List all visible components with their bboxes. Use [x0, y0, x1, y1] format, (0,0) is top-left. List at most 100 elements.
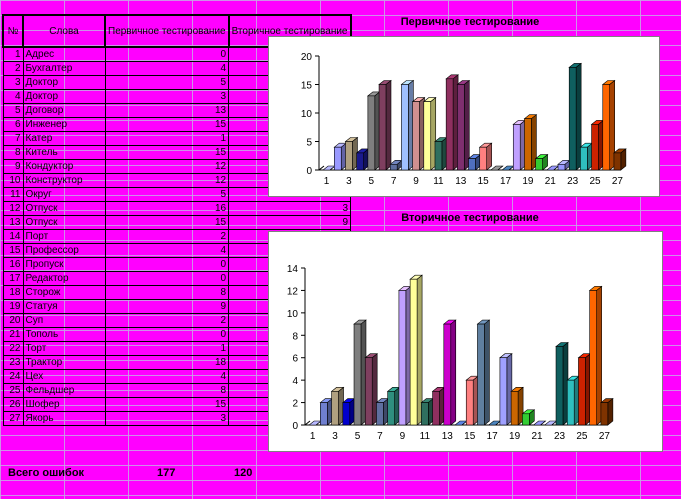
- row-primary[interactable]: 5: [104, 75, 230, 90]
- chart2-area[interactable]: 0 2 4 6 8 10 12 14 1 3 5 7 9 11 13 15 17 19 21 23 25 27: [268, 231, 663, 452]
- totals-primary[interactable]: 177: [157, 467, 176, 479]
- row-word[interactable]: Доктор: [22, 75, 106, 90]
- x-tick-label: 25: [589, 176, 601, 187]
- row-primary[interactable]: 8: [104, 285, 230, 300]
- row-word[interactable]: Тополь: [22, 327, 106, 342]
- row-num[interactable]: 17: [2, 271, 24, 286]
- row-num[interactable]: 8: [2, 145, 24, 160]
- row-primary[interactable]: 3: [104, 411, 230, 426]
- row-word[interactable]: Отпуск: [22, 215, 106, 230]
- bar-top: [322, 165, 336, 171]
- row-word[interactable]: Трактор: [22, 355, 106, 370]
- row-primary[interactable]: 15: [104, 397, 230, 412]
- row-num[interactable]: 25: [2, 383, 24, 398]
- row-word[interactable]: Цех: [22, 369, 106, 384]
- row-word[interactable]: Китель: [22, 145, 106, 160]
- row-num[interactable]: 12: [2, 201, 24, 216]
- row-primary[interactable]: 0: [104, 46, 230, 62]
- x-tick-label: 5: [369, 176, 375, 187]
- row-word[interactable]: Пропуск: [22, 257, 106, 272]
- row-word[interactable]: Катер: [22, 131, 106, 146]
- chart1-area[interactable]: 0 5 10 15 20 1 3 5 7 9 11 13 15 17 19 21 23 25 27: [268, 36, 660, 197]
- row-word[interactable]: Торт: [22, 341, 106, 356]
- row-primary[interactable]: 4: [104, 369, 230, 384]
- row-num[interactable]: 2: [2, 61, 24, 76]
- y-tick-label: 2: [292, 399, 298, 410]
- header-primary[interactable]: Первичное тестирование: [104, 14, 230, 48]
- row-primary[interactable]: 3: [104, 89, 230, 104]
- row-num[interactable]: 6: [2, 117, 24, 132]
- row-word[interactable]: Якорь: [22, 411, 106, 426]
- y-tick-label: 5: [306, 138, 312, 149]
- row-primary[interactable]: 18: [104, 355, 230, 370]
- row-num[interactable]: 3: [2, 75, 24, 90]
- row-word[interactable]: Бухгалтер: [22, 61, 106, 76]
- row-word[interactable]: Округ: [22, 187, 106, 202]
- row-word[interactable]: Профессор: [22, 243, 106, 258]
- totals-secondary[interactable]: 120: [234, 467, 253, 479]
- row-primary[interactable]: 0: [104, 327, 230, 342]
- row-primary[interactable]: 4: [104, 61, 230, 76]
- row-num[interactable]: 16: [2, 257, 24, 272]
- row-word[interactable]: Доктор: [22, 89, 106, 104]
- row-primary[interactable]: 12: [104, 159, 230, 174]
- row-num[interactable]: 7: [2, 131, 24, 146]
- row-num[interactable]: 27: [2, 411, 24, 426]
- header-word[interactable]: Слова: [22, 14, 106, 48]
- row-primary[interactable]: 13: [104, 103, 230, 118]
- row-num[interactable]: 15: [2, 243, 24, 258]
- row-num[interactable]: 4: [2, 89, 24, 104]
- row-word[interactable]: Договор: [22, 103, 106, 118]
- row-primary[interactable]: 1: [104, 131, 230, 146]
- row-word[interactable]: Кондуктор: [22, 159, 106, 174]
- row-primary[interactable]: 16: [104, 201, 230, 216]
- row-primary[interactable]: 0: [104, 271, 230, 286]
- row-num[interactable]: 9: [2, 159, 24, 174]
- row-word[interactable]: Суп: [22, 313, 106, 328]
- row-word[interactable]: Редактор: [22, 271, 106, 286]
- row-num[interactable]: 11: [2, 187, 24, 202]
- x-tick-label: 11: [433, 176, 444, 187]
- row-word[interactable]: Отпуск: [22, 201, 106, 216]
- row-primary[interactable]: 5: [104, 187, 230, 202]
- row-num[interactable]: 10: [2, 173, 24, 188]
- row-word[interactable]: Сторож: [22, 285, 106, 300]
- row-num[interactable]: 24: [2, 369, 24, 384]
- bar: [457, 84, 465, 171]
- row-primary[interactable]: 15: [104, 145, 230, 160]
- table-header-row: № Слова Первичное тестирование Вторичное…: [2, 14, 352, 48]
- row-primary[interactable]: 2: [104, 229, 230, 244]
- bar: [364, 357, 373, 426]
- row-word[interactable]: Порт: [22, 229, 106, 244]
- row-word[interactable]: Конструктор: [22, 173, 106, 188]
- bar: [524, 118, 532, 171]
- row-num[interactable]: 18: [2, 285, 24, 300]
- totals-label[interactable]: Всего ошибок: [8, 467, 85, 479]
- row-primary[interactable]: 2: [104, 313, 230, 328]
- row-primary[interactable]: 15: [104, 117, 230, 132]
- row-primary[interactable]: 0: [104, 257, 230, 272]
- row-num[interactable]: 14: [2, 229, 24, 244]
- row-num[interactable]: 20: [2, 313, 24, 328]
- row-num[interactable]: 13: [2, 215, 24, 230]
- header-num[interactable]: №: [2, 14, 24, 48]
- row-primary[interactable]: 8: [104, 383, 230, 398]
- row-word[interactable]: Фельдшер: [22, 383, 106, 398]
- row-num[interactable]: 22: [2, 341, 24, 356]
- row-num[interactable]: 26: [2, 397, 24, 412]
- row-primary[interactable]: 15: [104, 215, 230, 230]
- row-primary[interactable]: 9: [104, 299, 230, 314]
- row-word[interactable]: Статуя: [22, 299, 106, 314]
- row-word[interactable]: Адрес: [22, 46, 106, 62]
- row-num[interactable]: 19: [2, 299, 24, 314]
- row-primary[interactable]: 12: [104, 173, 230, 188]
- row-num[interactable]: 23: [2, 355, 24, 370]
- row-word[interactable]: Шофер: [22, 397, 106, 412]
- row-primary[interactable]: 1: [104, 341, 230, 356]
- row-num[interactable]: 1: [2, 46, 24, 62]
- x-tick-label: 11: [420, 431, 431, 442]
- row-num[interactable]: 5: [2, 103, 24, 118]
- row-word[interactable]: Инженер: [22, 117, 106, 132]
- row-primary[interactable]: 4: [104, 243, 230, 258]
- row-num[interactable]: 21: [2, 327, 24, 342]
